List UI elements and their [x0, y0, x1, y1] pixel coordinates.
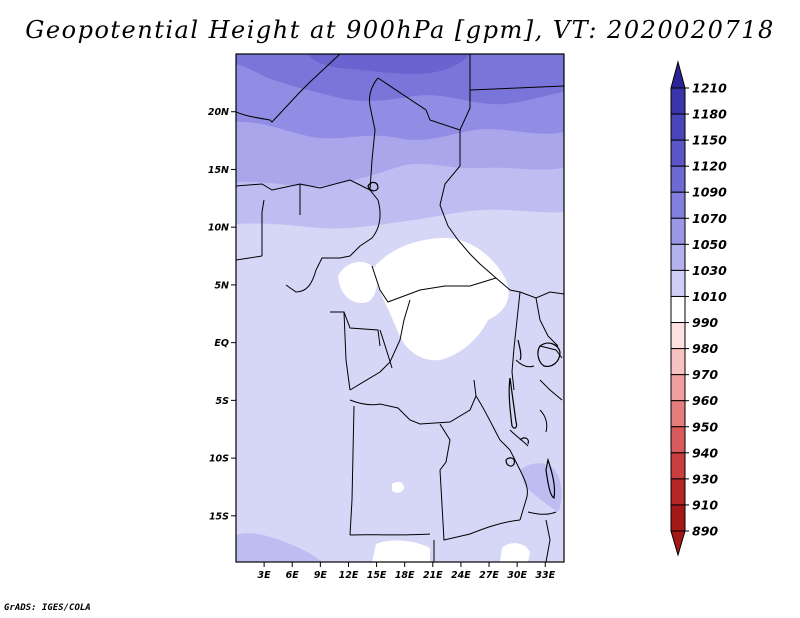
band-1120: [308, 54, 470, 74]
colorbar-label: 1120: [692, 159, 727, 174]
colorbar-swatch: [670, 322, 686, 350]
colorbar-label: 1050: [692, 237, 727, 252]
band-1010-south: [372, 540, 430, 562]
lake-tanganyika: [508, 377, 518, 429]
colorbar-label: 950: [692, 419, 718, 434]
lon-label: 18E: [395, 570, 415, 581]
colorbar-swatch: [670, 452, 686, 480]
band-1030-east-lake: [520, 463, 562, 512]
colorbar-swatch: [670, 165, 686, 193]
colorbar-max-arrow: [670, 60, 686, 89]
colorbar-swatch: [670, 504, 686, 532]
lat-label: 5N: [214, 280, 229, 291]
colorbar-label: 980: [692, 341, 718, 356]
colorbar-swatch: [670, 217, 686, 245]
colorbar-label: 1010: [692, 289, 727, 304]
lon-label: 3E: [258, 570, 272, 581]
lake-mweru: [505, 457, 515, 467]
band-1010-central: [372, 237, 509, 361]
colorbar-label: 960: [692, 393, 718, 408]
grads-credit: GrADS: IGES/COLA: [4, 603, 91, 613]
colorbar-label: 1090: [692, 185, 727, 200]
colorbar-swatch: [670, 295, 686, 324]
lake-malawi: [545, 457, 556, 499]
lat-label: 5S: [216, 396, 230, 407]
lat-label: 20N: [208, 107, 229, 118]
colorbar-label: 910: [692, 497, 718, 512]
band-1010-angola: [392, 481, 404, 493]
lon-label: 9E: [314, 570, 328, 581]
lake-chad: [367, 181, 379, 192]
colorbar-swatch: [670, 87, 686, 115]
lon-label: 21E: [423, 570, 443, 581]
colorbar-label: 990: [692, 315, 718, 330]
colorbar-min-arrow: [670, 530, 686, 557]
lon-label: 33E: [535, 570, 555, 581]
axis-labels: 20N 15N 10N 5N EQ 5S 10S 15S 3E 6E 9E 12E 15E 18E 21E 2…: [208, 107, 556, 581]
colorbar-label: 930: [692, 471, 718, 486]
band-1010-cameroon: [338, 261, 377, 303]
colorbar-swatch: [670, 243, 686, 271]
lake-kivu: [517, 339, 522, 361]
lat-label: 15S: [209, 511, 229, 522]
colorbar-swatch: [670, 113, 686, 141]
colorbar: 1210 1180 1150 1120 1090 1070 1050 1030 1010 990 9…: [670, 60, 727, 557]
lake-victoria: [537, 342, 561, 367]
colorbar-label: 1150: [692, 133, 727, 148]
colorbar-label: 940: [692, 445, 718, 460]
colorbar-swatch: [670, 478, 686, 506]
height-field: [236, 54, 564, 562]
map-title: Geopotential Height at 900hPa [gpm], VT:…: [25, 16, 775, 44]
colorbar-swatch: [670, 348, 686, 376]
band-1030-south-west: [236, 533, 322, 562]
lon-label: 12E: [339, 570, 359, 581]
colorbar-label: 1070: [692, 211, 727, 226]
lon-label: 15E: [367, 570, 387, 581]
lon-label: 27E: [479, 570, 499, 581]
lat-label: 10N: [208, 223, 229, 234]
lat-label: 10S: [209, 454, 229, 465]
lat-label: EQ: [214, 338, 229, 349]
lon-label: 6E: [286, 570, 300, 581]
lake-bangweulu: [519, 437, 529, 445]
lat-label: 15N: [208, 165, 229, 176]
colorbar-label: 1210: [692, 81, 727, 96]
colorbar-swatch: [670, 374, 686, 402]
lon-label: 24E: [451, 570, 471, 581]
colorbar-swatch: [670, 269, 686, 297]
lon-label: 30E: [507, 570, 527, 581]
colorbar-label: 1030: [692, 263, 727, 278]
colorbar-swatch: [670, 139, 686, 167]
band-1090: [236, 54, 564, 105]
colorbar-label: 970: [692, 367, 718, 382]
colorbar-label: 890: [692, 524, 718, 539]
colorbar-swatch: [670, 400, 686, 428]
colorbar-swatch: [670, 191, 686, 219]
band-1010-southeast: [500, 543, 530, 562]
map-frame: [235, 53, 565, 563]
lakes: [367, 181, 561, 499]
country-borders: [236, 54, 564, 562]
colorbar-label: 1180: [692, 107, 727, 122]
colorbar-swatch: [670, 426, 686, 454]
